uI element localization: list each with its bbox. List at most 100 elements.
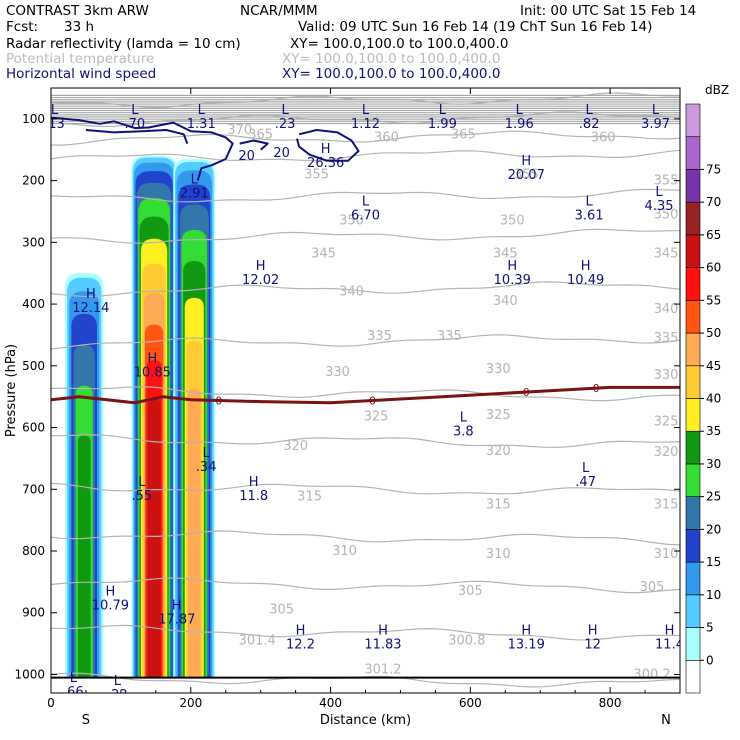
colorbar-swatch — [685, 529, 701, 563]
y-tick-label: 800 — [22, 544, 45, 558]
forecast-label: Fcst: — [6, 19, 39, 35]
extremum-value: 4.35 — [645, 199, 674, 214]
theta-label-345: 345 — [654, 246, 679, 261]
theta-low-label: 300.8 — [448, 634, 485, 649]
extremum-value: 11.8 — [239, 489, 268, 504]
theta-label-350: 350 — [654, 208, 679, 223]
extremum-low-marker: L — [586, 194, 594, 209]
y-tick-label: 100 — [22, 112, 45, 126]
extremum-low-marker: L — [655, 185, 663, 200]
model-title: CONTRAST 3km ARW — [6, 3, 149, 19]
extremum-low-marker: L — [203, 446, 211, 461]
extremum-high-marker: H — [521, 623, 531, 638]
colorbar-swatch — [685, 103, 701, 138]
theta-label-350: 350 — [339, 214, 364, 229]
theta-label-315: 315 — [654, 498, 679, 513]
extremum-low-marker: L — [114, 674, 122, 689]
theta-label-330: 330 — [325, 365, 350, 380]
colorbar-unit: dBZ — [705, 83, 729, 97]
colorbar-label: 70 — [706, 195, 721, 209]
theta-label-370: 370 — [227, 123, 252, 138]
extremum-high-marker: H — [256, 259, 266, 274]
extremum-low-marker: L — [51, 103, 59, 118]
theta-contour-310 — [51, 577, 680, 594]
theta-label-360: 360 — [374, 130, 399, 145]
extremum-value: 3.61 — [575, 208, 604, 223]
theta-low-label: 301.2 — [364, 663, 401, 678]
extremum-value: .70 — [125, 117, 146, 132]
extremum-value: 11.4 — [655, 637, 684, 652]
x-tick-label: 0 — [47, 696, 55, 710]
colorbar-swatch — [685, 398, 701, 432]
theta-label-320: 320 — [283, 439, 308, 454]
colorbar-swatch — [685, 300, 701, 334]
forecast-hours: 33 h — [64, 19, 95, 35]
extremum-high-marker: H — [507, 259, 517, 274]
y-tick-label: 400 — [22, 297, 45, 311]
theta-label-345: 345 — [311, 246, 336, 261]
extremum-low-marker: L — [362, 103, 370, 118]
colorbar-swatch — [685, 430, 701, 465]
theta-label-325: 325 — [486, 408, 511, 423]
y-tick-label: 1000 — [14, 667, 45, 681]
extremum-low-marker: L — [138, 475, 146, 490]
extremum-value: 1.99 — [428, 117, 457, 132]
extremum-high-marker: H — [172, 599, 182, 614]
extremum-high-marker: H — [378, 623, 388, 638]
colorbar-label: 65 — [706, 228, 721, 242]
extremum-value: 12.2 — [286, 637, 315, 652]
theta-label-335: 335 — [367, 329, 392, 344]
theta-label-330: 330 — [654, 368, 679, 383]
extremum-low-marker: L — [282, 103, 290, 118]
wind-contour-2 — [85, 129, 189, 144]
extremum-high-marker: H — [249, 475, 259, 490]
extremum-value: 10.39 — [494, 273, 531, 288]
extremum-high-marker: H — [86, 287, 96, 302]
colorbar-label: 55 — [706, 293, 721, 307]
theta-label-355: 355 — [304, 167, 329, 182]
x-tick-label: 200 — [179, 696, 202, 710]
theta-label-315: 315 — [486, 498, 511, 513]
extremum-value: .34 — [196, 460, 217, 475]
theta-label-305: 305 — [640, 580, 665, 595]
extremum-value: 1.96 — [505, 117, 534, 132]
colorbar-label: 45 — [706, 359, 721, 373]
wind-label-20: 20 — [238, 149, 255, 164]
extremum-high-marker: H — [665, 623, 675, 638]
extremum-value: 6.70 — [351, 208, 380, 223]
extremum-value: .23 — [275, 117, 296, 132]
x-tick-label: 400 — [319, 696, 342, 710]
y-tick-label: 300 — [22, 235, 45, 249]
theta-label-355: 355 — [654, 174, 679, 189]
wind-contour-4 — [239, 139, 269, 151]
extremum-value: 1.31 — [187, 117, 216, 132]
extremum-value: 10.85 — [134, 366, 171, 381]
extremum-value: 10.49 — [567, 273, 604, 288]
y-tick-label: 900 — [22, 606, 45, 620]
field-wind-xy: XY= 100.0,100.0 to 100.0,400.0 — [282, 66, 501, 82]
reflectivity-cell-2-60dbz — [147, 398, 161, 678]
theta-label-310: 310 — [486, 547, 511, 562]
extremum-value: 1.12 — [351, 117, 380, 132]
colorbar-swatch — [685, 496, 701, 530]
extremum-value: 12.02 — [242, 273, 279, 288]
extremum-value: .13 — [44, 117, 65, 132]
theta-label-355: 355 — [514, 167, 539, 182]
colorbar-label: 25 — [706, 490, 721, 504]
theta-label-330: 330 — [486, 362, 511, 377]
y-tick-label: 600 — [22, 421, 45, 435]
colorbar-swatch — [685, 627, 701, 661]
x-tick-label: 800 — [599, 696, 622, 710]
wind-contour-3 — [296, 129, 360, 162]
init-time: Init: 00 UTC Sat 15 Feb 14 — [520, 3, 697, 19]
extremum-value: 2.91 — [180, 187, 209, 202]
colorbar-swatch — [685, 169, 701, 203]
colorbar-label: 35 — [706, 424, 721, 438]
colorbar-label: 30 — [706, 457, 721, 471]
theta-label-335: 335 — [654, 331, 679, 346]
freezing-level-label: 0 — [369, 395, 376, 408]
colorbar-label: 0 — [706, 653, 714, 667]
extremum-low-marker: L — [586, 103, 594, 118]
colorbar-swatch — [685, 594, 701, 628]
